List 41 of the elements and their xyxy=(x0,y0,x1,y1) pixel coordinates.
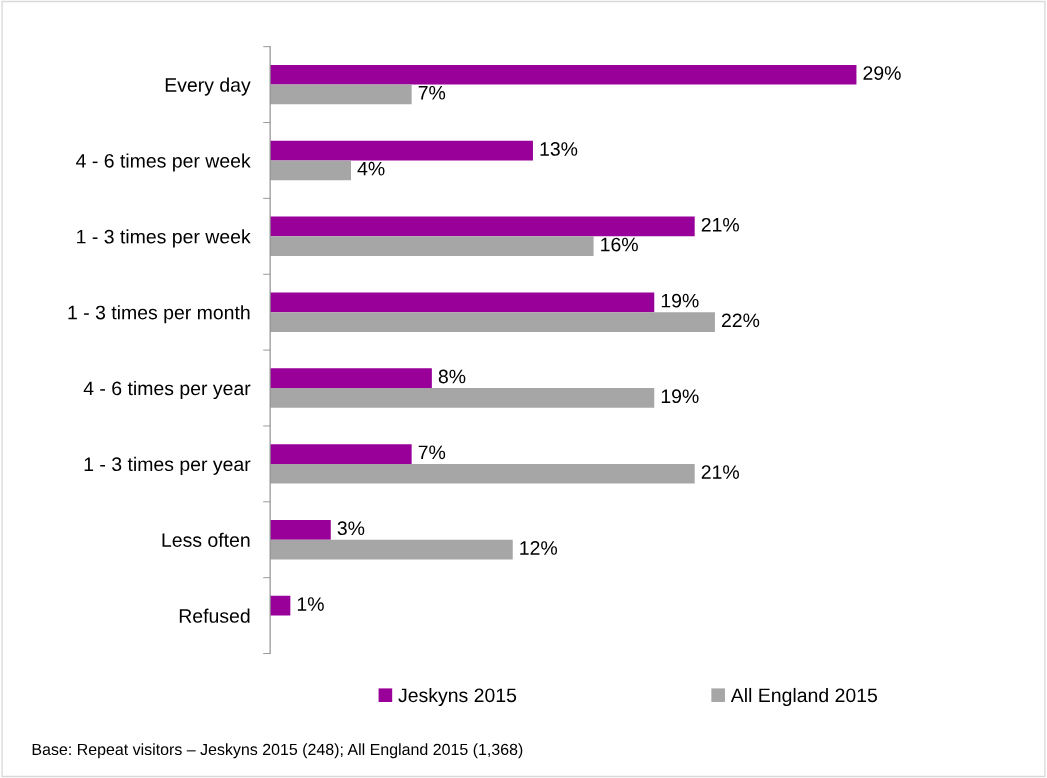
bar xyxy=(270,520,331,540)
bar xyxy=(270,64,857,85)
data-label: 13% xyxy=(540,142,578,156)
data-label: 4% xyxy=(357,161,385,176)
bar xyxy=(270,160,351,181)
data-label: 21% xyxy=(701,217,739,232)
bar xyxy=(270,312,715,332)
legend-label: Jeskyns 2015 xyxy=(398,687,517,707)
y-tick-label: 1 - 3 times per year xyxy=(84,456,251,475)
data-label: 21% xyxy=(701,465,739,479)
bar xyxy=(270,140,533,161)
y-tick-label: Refused xyxy=(179,608,250,623)
data-label: 7% xyxy=(418,445,446,460)
bar xyxy=(270,463,695,484)
bar xyxy=(270,216,695,237)
y-tick-label: 4 - 6 times per year xyxy=(83,380,251,400)
y-tick-label: 1 - 3 times per month xyxy=(68,305,250,324)
bar xyxy=(270,84,412,105)
data-label: 1% xyxy=(297,597,324,611)
y-tick-label: 1 - 3 times per week xyxy=(77,229,251,248)
text: Base: Repeat visitors – Jeskyns 2015 (248); All England 2015 (1,368) xyxy=(32,743,523,759)
data-label: 16% xyxy=(601,237,638,252)
data-label: 3% xyxy=(337,521,365,536)
data-label: 19% xyxy=(661,293,699,308)
data-label: 29% xyxy=(863,66,901,80)
y-tick-label: Every day xyxy=(165,77,251,96)
data-label: 19% xyxy=(661,389,699,404)
bar xyxy=(270,595,291,616)
bar xyxy=(270,236,594,257)
legend-label: All England 2015 xyxy=(730,687,878,707)
bar xyxy=(270,539,513,560)
bar xyxy=(270,368,432,389)
bar xyxy=(270,292,655,313)
data-label: 8% xyxy=(438,369,466,384)
data-label: 22% xyxy=(721,313,760,328)
y-tick-label: 4 - 6 times per week xyxy=(76,153,251,172)
bar xyxy=(270,444,412,464)
data-label: 12% xyxy=(520,541,558,555)
y-tick-label: Less often xyxy=(162,532,250,547)
data-label: 7% xyxy=(418,86,446,100)
bar xyxy=(270,388,655,408)
